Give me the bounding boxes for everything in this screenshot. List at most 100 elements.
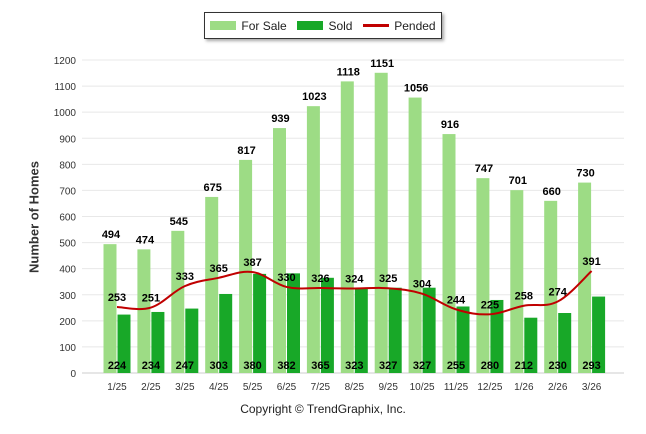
sold-bar <box>151 311 165 373</box>
for-sale-bar <box>442 134 456 373</box>
legend-label-sold: Sold <box>328 18 353 33</box>
for-sale-bar <box>306 106 320 373</box>
for-sale-value-label: 1056 <box>404 83 428 95</box>
for-sale-bar <box>273 128 286 373</box>
x-tick-label: 4/25 <box>209 382 229 393</box>
x-tick-label: 3/26 <box>582 382 602 393</box>
for-sale-bar <box>171 230 185 373</box>
sold-bar <box>490 299 504 373</box>
sold-value-label: 365 <box>311 360 329 372</box>
y-axis-title: Number of Homes <box>26 161 42 273</box>
x-tick-label: 1/25 <box>107 382 127 393</box>
for-sale-bar <box>374 72 388 374</box>
pended-value-label: 258 <box>515 291 533 303</box>
pended-value-label: 391 <box>582 256 600 268</box>
for-sale-value-label: 747 <box>475 163 493 175</box>
pended-value-label: 274 <box>549 287 568 299</box>
pended-value-label: 333 <box>176 271 194 283</box>
sold-bar <box>185 308 199 373</box>
pended-value-label: 330 <box>277 272 295 284</box>
y-tick-label: 400 <box>59 265 76 276</box>
legend-label-for-sale: For Sale <box>241 18 287 33</box>
y-tick-label: 1100 <box>54 82 76 93</box>
y-tick-labels: 0 100 200 300 400 500 600 700 800 900 1000 1100 1200 <box>54 56 77 380</box>
pended-value-label: 304 <box>413 279 432 291</box>
y-tick-label: 700 <box>59 186 76 197</box>
x-tick-label: 2/25 <box>141 382 161 393</box>
pended-value-label: 244 <box>447 294 466 306</box>
for-sale-bar <box>476 178 490 373</box>
legend-item-for-sale[interactable]: For Sale <box>210 18 287 33</box>
sold-bar <box>592 296 606 373</box>
for-sale-value-label: 701 <box>509 175 527 187</box>
legend-item-pended[interactable]: Pended <box>363 18 436 33</box>
pended-swatch <box>363 24 390 27</box>
y-tick-label: 200 <box>59 317 76 328</box>
for-sale-bar <box>544 200 558 373</box>
sold-value-label: 224 <box>108 360 127 372</box>
pended-value-label: 326 <box>311 273 329 285</box>
legend: For Sale Sold Pended <box>204 12 442 39</box>
y-tick-label: 900 <box>59 134 76 145</box>
pended-value-label: 253 <box>108 292 126 304</box>
pended-line <box>116 270 593 316</box>
sold-value-label: 327 <box>379 360 397 372</box>
x-tick-labels: 1/25 2/25 3/25 4/25 5/25 6/25 7/25 8/25 9/25 10/2… <box>107 382 602 393</box>
for-sale-value-label: 474 <box>136 234 155 246</box>
y-tick-label: 500 <box>59 239 76 250</box>
x-tick-label: 11/25 <box>444 382 469 393</box>
sold-value-label: 255 <box>447 360 465 372</box>
sold-bar <box>456 306 470 373</box>
y-tick-label: 600 <box>59 213 76 224</box>
y-tick-label: 800 <box>59 160 76 171</box>
for-sale-value-label: 1023 <box>302 91 326 103</box>
for-sale-bar <box>408 97 422 373</box>
pended-value-label: 325 <box>379 273 397 285</box>
pended-value-label: 251 <box>142 293 160 305</box>
sold-value-label: 382 <box>277 360 295 372</box>
sold-bar <box>354 288 368 373</box>
sold-bar <box>253 273 267 373</box>
for-sale-value-label: 730 <box>576 168 594 180</box>
sold-bar <box>219 293 233 373</box>
x-tick-label: 1/26 <box>514 382 534 393</box>
for-sale-bar <box>137 249 151 373</box>
for-sale-bar <box>239 159 253 373</box>
pended-value-label: 365 <box>210 263 228 275</box>
y-tick-label: 300 <box>59 291 76 302</box>
x-tick-label: 2/26 <box>548 382 568 393</box>
sold-bar <box>117 314 131 373</box>
for-sale-value-label: 660 <box>543 186 561 198</box>
x-tick-label: 5/25 <box>243 382 263 393</box>
pended-value-label: 225 <box>481 299 499 311</box>
bars-group <box>103 72 606 374</box>
sold-swatch <box>297 21 324 30</box>
x-tick-label: 8/25 <box>345 382 365 393</box>
sold-value-label: 234 <box>142 360 161 372</box>
sold-value-label: 230 <box>549 360 567 372</box>
sold-value-label: 303 <box>210 360 228 372</box>
pended-value-label: 387 <box>243 257 261 269</box>
sold-bar <box>287 273 300 373</box>
for-sale-value-label: 1151 <box>370 58 394 70</box>
pended-value-label: 324 <box>345 273 364 285</box>
for-sale-bar <box>510 190 524 373</box>
x-tick-label: 9/25 <box>378 382 398 393</box>
for-sale-bar <box>103 244 117 373</box>
data-labels: 494 224 474 234 545 247 675 303 817 380 939 382 1023… <box>102 58 601 372</box>
x-tick-label: 7/25 <box>311 382 331 393</box>
sold-bar <box>320 277 334 373</box>
sold-bar <box>558 313 572 373</box>
sold-value-label: 380 <box>243 360 261 372</box>
y-tick-label: 1000 <box>54 108 77 119</box>
sold-bar <box>422 287 436 373</box>
x-tick-label: 3/25 <box>175 382 195 393</box>
legend-item-sold[interactable]: Sold <box>297 19 352 33</box>
y-tick-label: 100 <box>59 343 76 354</box>
sold-value-label: 293 <box>582 360 600 372</box>
for-sale-value-label: 675 <box>204 182 222 194</box>
for-sale-value-label: 1118 <box>337 66 360 78</box>
legend-label-pended: Pended <box>394 18 436 33</box>
sold-value-label: 327 <box>413 360 431 372</box>
